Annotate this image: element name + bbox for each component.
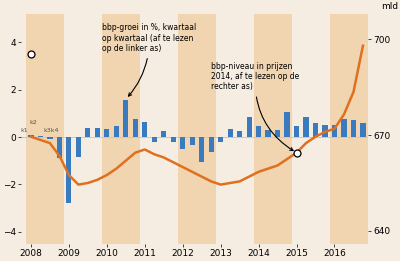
- Bar: [64, 14, 102, 244]
- Bar: [133, 119, 138, 137]
- Text: mld: mld: [382, 3, 399, 11]
- Bar: [275, 130, 280, 137]
- Bar: [76, 137, 81, 157]
- Bar: [292, 14, 330, 244]
- Bar: [313, 123, 318, 137]
- Bar: [341, 119, 346, 137]
- Bar: [66, 137, 72, 203]
- Text: bbp-groei in %, kwartaal
op kwartaal (af te lezen
op de linker as): bbp-groei in %, kwartaal op kwartaal (af…: [102, 23, 196, 96]
- Bar: [304, 117, 309, 137]
- Bar: [237, 131, 242, 137]
- Bar: [218, 137, 223, 142]
- Bar: [246, 117, 252, 137]
- Text: k1: k1: [20, 128, 28, 133]
- Bar: [95, 128, 100, 137]
- Bar: [190, 137, 195, 145]
- Bar: [332, 125, 337, 137]
- Bar: [57, 137, 62, 158]
- Bar: [140, 14, 178, 244]
- Bar: [322, 125, 328, 137]
- Bar: [85, 128, 90, 137]
- Bar: [38, 136, 43, 137]
- Bar: [152, 137, 157, 142]
- Bar: [114, 126, 119, 137]
- Bar: [256, 126, 261, 137]
- Bar: [180, 137, 185, 149]
- Text: k2: k2: [29, 120, 37, 125]
- Bar: [171, 137, 176, 142]
- Bar: [199, 137, 204, 162]
- Bar: [161, 131, 166, 137]
- Bar: [266, 130, 271, 137]
- Bar: [228, 129, 233, 137]
- Bar: [294, 126, 299, 137]
- Bar: [284, 112, 290, 137]
- Bar: [351, 120, 356, 137]
- Bar: [178, 14, 216, 244]
- Bar: [102, 14, 140, 244]
- Text: bbp-niveau in prijzen
2014, af te lezen op de
rechter as): bbp-niveau in prijzen 2014, af te lezen …: [211, 62, 300, 151]
- Text: k3k4: k3k4: [43, 128, 59, 133]
- Bar: [208, 137, 214, 152]
- Bar: [360, 123, 366, 137]
- Bar: [28, 135, 34, 137]
- Bar: [254, 14, 292, 244]
- Bar: [26, 14, 64, 244]
- Bar: [123, 100, 128, 137]
- Bar: [142, 122, 147, 137]
- Bar: [330, 14, 368, 244]
- Bar: [104, 129, 110, 137]
- Bar: [47, 137, 52, 139]
- Bar: [216, 14, 254, 244]
